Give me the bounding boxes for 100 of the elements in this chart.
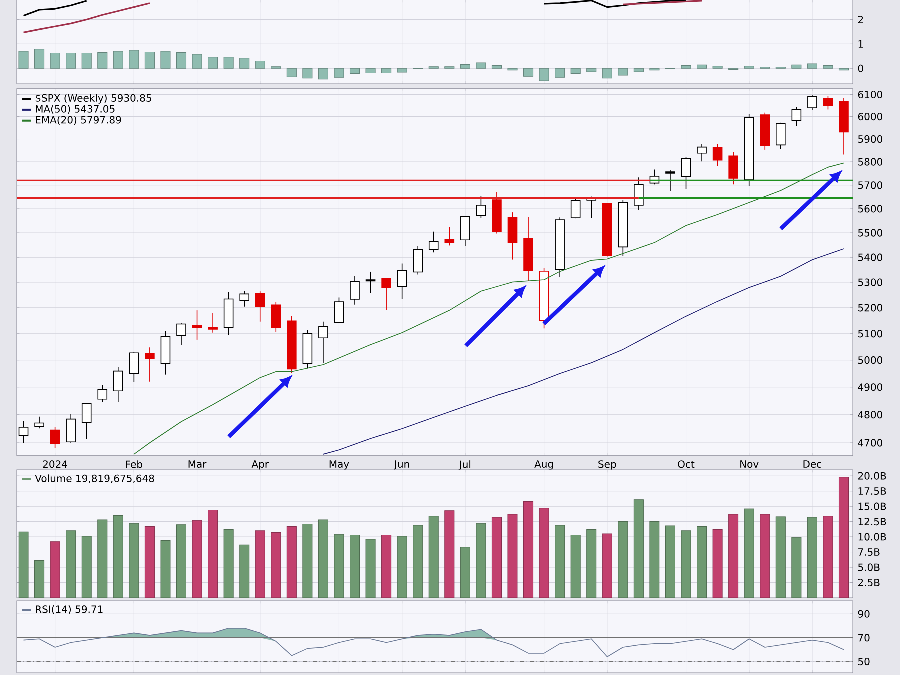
candlestick: [460, 216, 470, 247]
y-tick-label: 2.5B: [858, 578, 880, 587]
bar: [823, 65, 834, 69]
x-tick-label: Oct: [678, 460, 695, 468]
bar: [618, 68, 628, 76]
bar: [539, 68, 550, 82]
y-tick-label: 5500: [858, 229, 882, 237]
bar: [113, 515, 124, 598]
bar: [144, 526, 155, 598]
bar: [208, 510, 218, 598]
candlestick: [712, 144, 723, 166]
x-tick-label: Nov: [740, 460, 759, 468]
bar: [524, 501, 534, 598]
y-tick-label: 1: [858, 40, 864, 48]
candlestick: [208, 312, 218, 334]
bar: [82, 536, 92, 598]
bar: [160, 51, 171, 69]
y-tick-label: 70: [858, 634, 870, 642]
bar: [176, 52, 187, 69]
candlestick: [318, 321, 328, 364]
candlestick: [428, 231, 439, 254]
candlestick: [98, 385, 108, 403]
y-tick-label: 20.0B: [858, 472, 886, 480]
bar: [144, 52, 155, 69]
candlestick: [397, 263, 408, 300]
bar: [192, 54, 202, 69]
bar: [18, 532, 29, 598]
bar: [460, 64, 470, 69]
x-tick-label: Jun: [394, 460, 410, 470]
candlestick: [476, 196, 486, 218]
candlestick: [255, 291, 266, 322]
y-tick-label: 5700: [858, 182, 882, 190]
candlestick: [176, 323, 186, 346]
bar: [444, 510, 455, 598]
bar: [428, 516, 439, 598]
y-tick-label: 5800: [858, 158, 882, 166]
candlestick: [334, 297, 344, 324]
bar: [18, 51, 29, 69]
bar: [712, 66, 723, 69]
candlestick: [145, 347, 155, 382]
bar: [792, 64, 802, 69]
candlestick: [792, 106, 802, 127]
x-tick-label: May: [330, 460, 350, 470]
candlestick: [114, 366, 124, 403]
candlestick: [570, 198, 581, 219]
y-tick-label: 5400: [858, 254, 882, 262]
bar: [776, 516, 786, 598]
x-tick-label: Aug: [534, 460, 554, 470]
line-series: [134, 162, 844, 455]
bar: [208, 57, 218, 69]
bar: [224, 57, 234, 69]
y-tick-label: 7.5B: [858, 548, 880, 556]
candlestick: [50, 427, 60, 449]
y-tick-label: 12.5B: [858, 518, 886, 526]
bar: [286, 526, 297, 598]
bar: [113, 51, 124, 69]
bar: [807, 517, 818, 598]
bar: [508, 514, 518, 598]
bar: [98, 52, 108, 69]
bar: [697, 64, 708, 69]
bar: [397, 68, 408, 73]
candlestick: [271, 302, 282, 332]
y-tick-label: 4900: [858, 384, 882, 392]
bar: [570, 68, 581, 74]
y-tick-label: 6000: [858, 113, 882, 121]
y-tick-label: 2: [858, 16, 864, 24]
bar: [366, 68, 376, 74]
y-tick-label: 50: [858, 658, 870, 666]
y-tick-label: 4700: [858, 439, 882, 447]
y-tick-label: 10.0B: [858, 533, 886, 541]
bar: [681, 530, 692, 598]
bar: [334, 534, 344, 598]
y-tick-label: 5600: [858, 205, 882, 213]
y-tick-label: 4800: [858, 411, 882, 419]
y-tick-label: 5200: [858, 304, 882, 312]
candlestick: [129, 352, 140, 383]
candlestick: [697, 144, 707, 162]
bar: [382, 534, 392, 598]
y-tick-label: 90: [858, 610, 870, 618]
bar: [66, 52, 76, 69]
candlestick: [82, 402, 92, 440]
bar: [634, 68, 644, 72]
bar: [744, 66, 754, 69]
bar: [586, 68, 597, 72]
candlestick: [728, 152, 738, 186]
x-tick-label: Jul: [458, 460, 471, 470]
legend-label: $SPX (Weekly) 5930.85: [36, 94, 152, 104]
bar: [650, 522, 660, 598]
bar: [286, 68, 297, 78]
legend-label: RSI(14) 59.71: [36, 605, 103, 614]
x-tick-label: Apr: [252, 460, 270, 470]
bar: [334, 68, 344, 78]
candlestick: [34, 416, 44, 429]
candlestick: [66, 414, 76, 444]
candlestick: [634, 177, 644, 210]
x-tick-label: Sep: [598, 460, 616, 470]
candlestick: [192, 310, 202, 340]
bar: [240, 58, 250, 69]
x-tick-label: Dec: [804, 460, 822, 468]
bar: [302, 68, 313, 79]
